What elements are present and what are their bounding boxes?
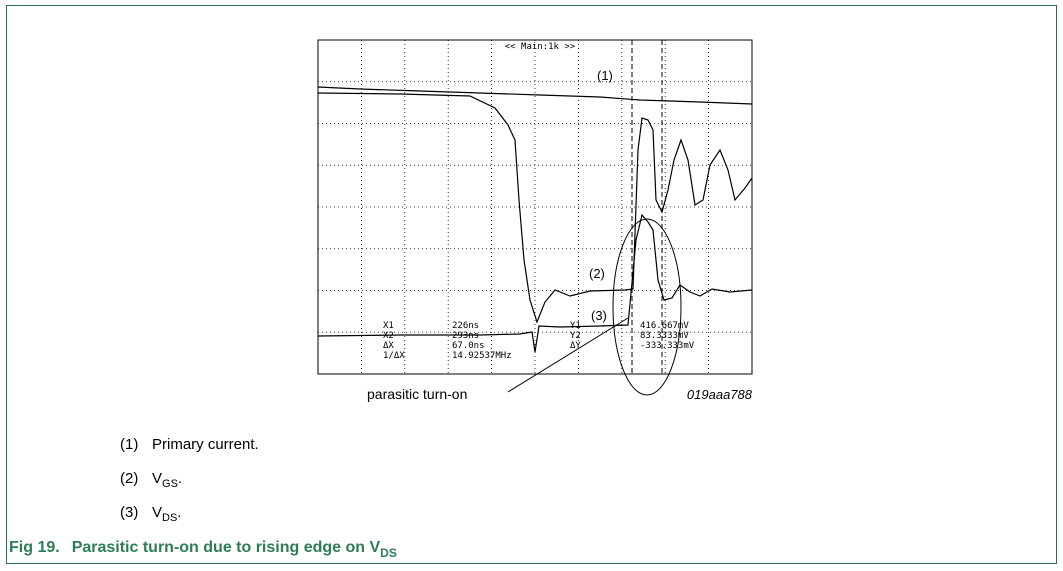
symbol: V [152,470,162,487]
readout-text: 83.3333mV [640,331,689,341]
trace-label: (2) [589,266,605,281]
suffix: . [177,504,181,521]
caption-text: Parasitic turn-on due to rising edge on … [72,539,381,556]
legend-number: (2) [120,470,138,487]
suffix: . [178,470,182,487]
readout-text: 416.667mV [640,321,689,331]
scope-header: << Main:1k >> [505,42,576,52]
page: << Main:1k >> (1) (2) (3) X1 226ns Y1 416.6… [0,0,1063,571]
legend-text: VGS. [152,470,182,490]
readout-text: 1/ΔX [383,351,405,361]
trace-label: (3) [591,308,607,323]
scope-screen: << Main:1k >> (1) (2) (3) X1 226ns Y1 416.6… [318,40,752,395]
caption-subscript: DS [380,546,397,560]
trace-label: (1) [597,68,613,83]
readout-text: ΔY [570,341,581,351]
readout-text: -333.333mV [640,341,695,351]
readout-text: 226ns [452,321,479,331]
readout-text: ΔX [383,341,394,351]
subscript: DS [162,512,177,524]
caption-label: Fig 19. [9,539,60,556]
readout-text: X1 [383,321,394,331]
legend-number: (3) [120,504,138,521]
legend-text: VDS. [152,504,181,524]
legend-text: Primary current. [152,436,259,453]
symbol: V [152,504,162,521]
readout-text: 14.92537MHz [452,351,512,361]
figure-id: 019aaa788 [687,387,753,402]
annotation: parasitic turn-on [367,386,467,402]
subscript: GS [162,478,178,490]
caption: Fig 19. Parasitic turn-on due to rising e… [9,539,397,560]
legend-number: (1) [120,436,138,453]
readout-text: X2 [383,331,394,341]
readout-text: 293ns [452,331,479,341]
readout-text: Y2 [570,331,581,341]
readout-text: Y1 [570,321,581,331]
readout-text: 67.0ns [452,341,485,351]
